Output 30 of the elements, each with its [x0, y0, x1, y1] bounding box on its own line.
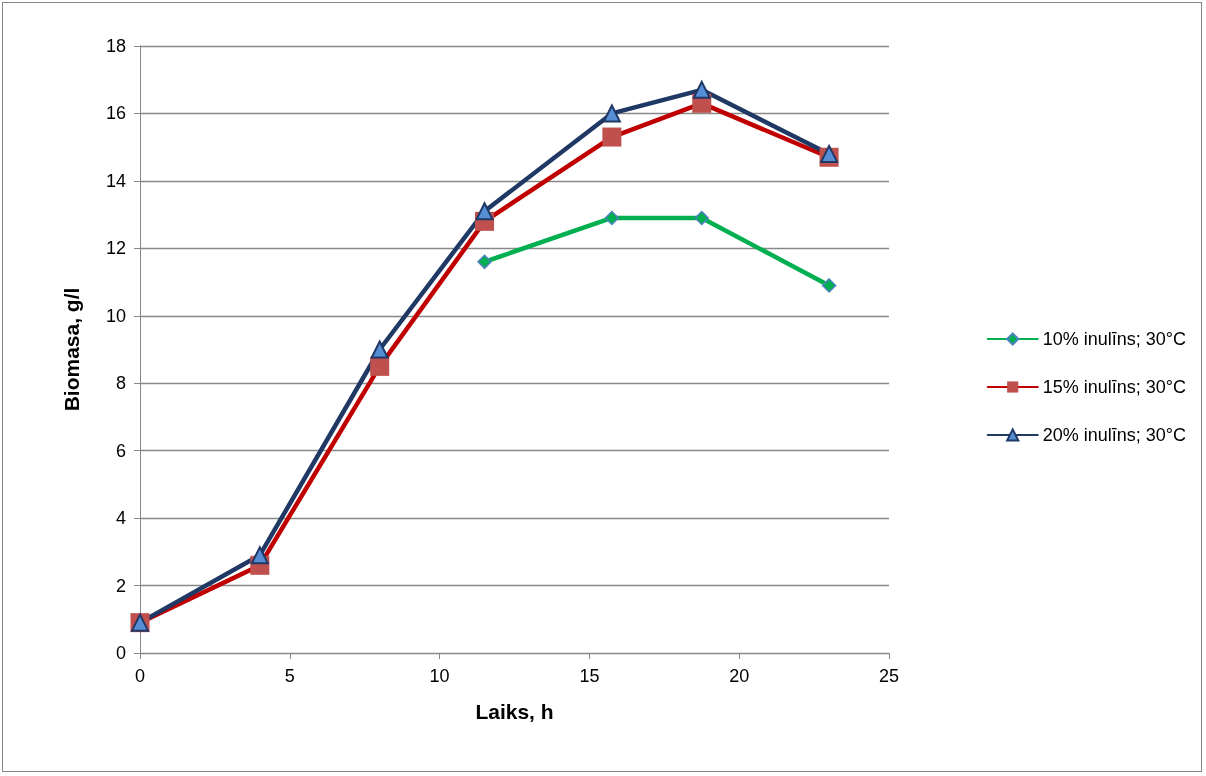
legend-label: 15% inulīns; 30°C: [1042, 377, 1186, 397]
point: [604, 210, 620, 226]
x-tick-label: 0: [134, 666, 146, 686]
x-tick-label: 10: [429, 666, 450, 686]
x-tick-label: 20: [729, 666, 750, 686]
point: [477, 254, 492, 270]
y-tick-label: 0: [115, 643, 126, 663]
y-tick-label: 10: [105, 305, 126, 326]
y-axis-title: Biomasa, g/l: [60, 287, 83, 412]
y-tick-label: 2: [115, 575, 126, 596]
y-tick-label: 16: [105, 103, 126, 124]
x-tick-label: 15: [579, 666, 600, 686]
point: [250, 546, 269, 565]
x-axis-title: Laiks, h: [475, 700, 554, 723]
y-tick-label: 4: [115, 508, 126, 529]
legend-label: 10% inulīns; 30°C: [1042, 329, 1186, 349]
y-tick-label: 8: [115, 373, 126, 394]
point: [370, 340, 389, 359]
y-tick-label: 18: [105, 36, 126, 56]
y-tick-label: 14: [105, 170, 126, 191]
y-tick-label: 6: [115, 440, 126, 461]
x-tick-label: 25: [878, 666, 900, 686]
point: [475, 202, 494, 221]
point: [692, 80, 711, 99]
point: [821, 278, 837, 293]
point: [602, 104, 621, 123]
point: [694, 210, 709, 226]
legend-label: 20% inulīns; 30°C: [1042, 425, 1186, 445]
y-tick-label: 12: [105, 238, 126, 259]
x-tick-label: 5: [284, 666, 295, 686]
